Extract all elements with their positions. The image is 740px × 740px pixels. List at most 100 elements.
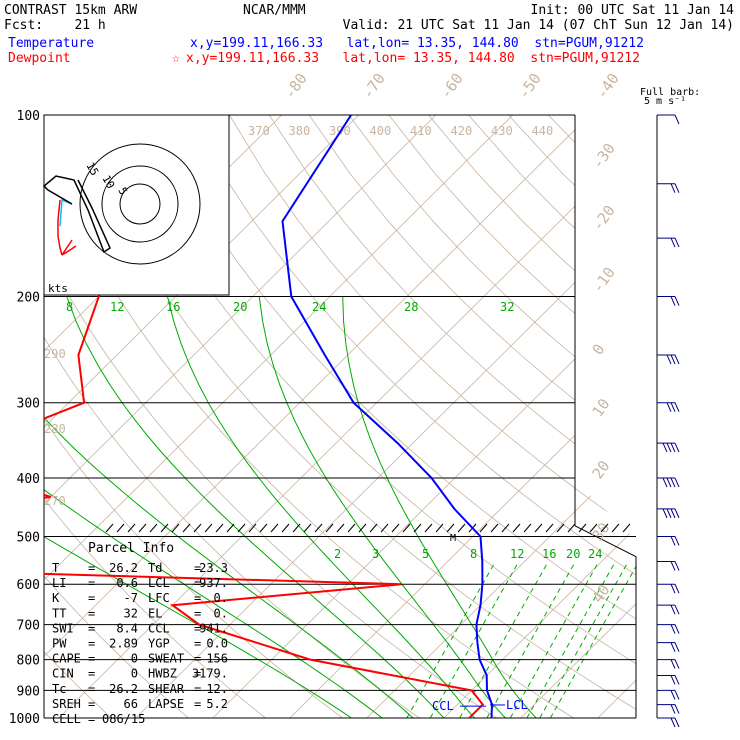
wind-barb-flag bbox=[670, 354, 676, 365]
wind-barb-flag bbox=[674, 536, 680, 546]
dewpoint-info: x,y=199.11,166.33 lat,lon= 13.35, 144.80… bbox=[186, 51, 640, 66]
hatch-tick bbox=[622, 523, 631, 533]
theta-label: 410 bbox=[410, 124, 432, 138]
temperature-legend: Temperature bbox=[8, 36, 94, 51]
theta-label: 380 bbox=[289, 124, 311, 138]
hatch-tick bbox=[446, 523, 455, 533]
isotherm-line bbox=[366, 115, 636, 718]
wind-barb-flag bbox=[670, 508, 676, 519]
wind-barb-flag bbox=[666, 442, 672, 453]
parcel-value-td: 23.3 bbox=[199, 561, 228, 575]
dry-adiabat-line bbox=[109, 115, 636, 718]
hatch-tick bbox=[281, 523, 290, 533]
wind-barb-flag bbox=[670, 183, 676, 193]
wind-barb-flag bbox=[670, 642, 676, 652]
isotherm-label: 10 bbox=[589, 395, 614, 420]
dry-adiabat-line bbox=[587, 115, 636, 718]
wind-barb-flag bbox=[662, 477, 668, 488]
wind-barb-flag bbox=[674, 296, 680, 306]
parcel-eq: = bbox=[194, 682, 201, 696]
hodograph-ring-10 bbox=[101, 165, 179, 243]
hodograph-ring-15 bbox=[79, 143, 201, 265]
hatch-tick bbox=[391, 523, 400, 533]
parcel-eq: = bbox=[88, 606, 95, 620]
pressure-label-100: 100 bbox=[17, 109, 40, 124]
hatch-tick bbox=[314, 523, 323, 533]
theta-label: 440 bbox=[532, 124, 554, 138]
hodograph-units: kts bbox=[48, 282, 68, 295]
parcel-label-lfc: LFC bbox=[148, 591, 170, 605]
parcel-value-el: 0. bbox=[214, 606, 228, 620]
dry-adiabat-line bbox=[44, 115, 420, 718]
wind-barb-flag bbox=[666, 402, 672, 412]
forecast-hour: Fcst: 21 h bbox=[4, 18, 106, 33]
parcel-label-tt: TT bbox=[52, 606, 66, 620]
hodograph-red-tail bbox=[61, 239, 77, 256]
pressure-label-300: 300 bbox=[17, 397, 40, 412]
hatch-tick bbox=[204, 523, 213, 533]
hatch-tick bbox=[413, 523, 422, 533]
wind-barb-flag bbox=[674, 477, 680, 488]
parcel-eq: = bbox=[194, 667, 201, 681]
parcel-eq: = bbox=[88, 637, 95, 651]
wind-barb-flag bbox=[670, 675, 676, 685]
hatch-tick bbox=[578, 523, 587, 533]
hatch-tick bbox=[292, 523, 301, 533]
wind-barb-flag bbox=[670, 604, 676, 615]
wind-barb-flag bbox=[670, 442, 676, 453]
mixing-ratio-line bbox=[539, 561, 629, 718]
pressure-label-200: 200 bbox=[17, 291, 40, 306]
parcel-value-t: 26.2 bbox=[109, 561, 138, 575]
hatch-tick bbox=[402, 523, 411, 533]
parcel-value-k: -7 bbox=[124, 591, 138, 605]
parcel-info-panel: Parcel Info T = 26.2 Td =23.3LI = 0.6 LCL =937.K… bbox=[52, 541, 228, 726]
dry-adiabat-line bbox=[508, 115, 636, 718]
parcel-label-k: K bbox=[52, 591, 60, 605]
pressure-label-500: 500 bbox=[17, 530, 40, 545]
parcel-label-pw: PW bbox=[52, 637, 67, 651]
mixing-ratio-label-lower: 3 bbox=[372, 547, 379, 561]
parcel-eq: = bbox=[88, 712, 95, 726]
hatch-tick bbox=[116, 523, 125, 533]
parcel-eq: = bbox=[88, 697, 95, 711]
barb-legend-line2: 5 m s⁻¹ bbox=[644, 96, 686, 107]
parcel-value-ccl: 941. bbox=[199, 621, 228, 635]
hodograph-ring-label-15: 15 bbox=[83, 160, 101, 178]
parcel-label-el: EL bbox=[148, 606, 162, 620]
wind-barb-flag bbox=[674, 717, 680, 728]
theta-label: 420 bbox=[451, 124, 473, 138]
hatch-tick bbox=[380, 523, 389, 533]
hatch-tick bbox=[248, 523, 257, 533]
hodograph: 15 10 5 kts bbox=[42, 114, 230, 296]
parcel-label-lcl: LCL bbox=[148, 576, 170, 590]
pressure-label-600: 600 bbox=[17, 578, 40, 593]
pressure-label-400: 400 bbox=[17, 472, 40, 487]
mixing-ratio-label-upper: 24 bbox=[312, 300, 326, 314]
wind-barb-flag bbox=[670, 561, 676, 571]
hatch-tick bbox=[512, 523, 521, 533]
parcel-eq: = bbox=[194, 621, 201, 635]
mixing-ratio-label-upper: 28 bbox=[404, 300, 418, 314]
isotherm-label: 20 bbox=[589, 457, 614, 482]
parcel-value-li: 0.6 bbox=[116, 576, 138, 590]
wind-barb-flag bbox=[674, 114, 680, 125]
parcel-label-t: T bbox=[52, 561, 59, 575]
wind-barb-flag bbox=[666, 354, 672, 365]
pressure-label-900: 900 bbox=[17, 684, 40, 699]
hatch-tick bbox=[160, 523, 169, 533]
wind-barb-flag bbox=[666, 508, 672, 519]
parcel-eq: = bbox=[194, 561, 201, 575]
parcel-label-ccl: CCL bbox=[148, 621, 170, 635]
parcel-label-tc: Tc bbox=[52, 682, 66, 696]
center-name: NCAR/MMM bbox=[243, 3, 306, 18]
dry-adiabat-line bbox=[547, 115, 636, 718]
dry-adiabat-line bbox=[229, 115, 636, 718]
isotherm-label: -10 bbox=[589, 264, 619, 297]
hatch-tick bbox=[600, 523, 609, 533]
lower-m-label: M bbox=[450, 533, 456, 544]
wind-barb-flag bbox=[670, 296, 676, 306]
parcel-label-lapse: LAPSE bbox=[148, 697, 184, 711]
theta-label: 370 bbox=[248, 124, 270, 138]
mixing-ratio-label-upper: 32 bbox=[500, 300, 514, 314]
hatch-tick bbox=[534, 523, 543, 533]
